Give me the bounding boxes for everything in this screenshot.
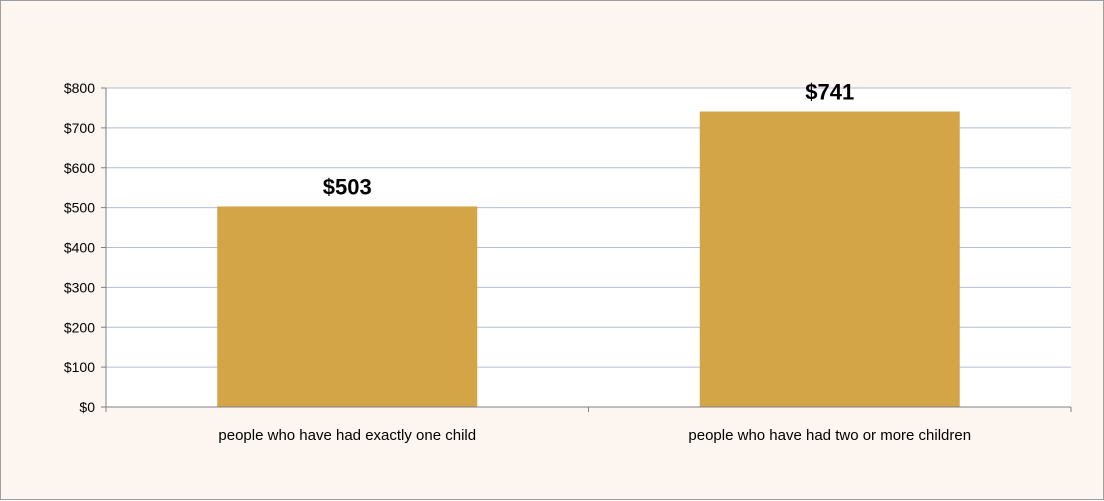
y-tick-label: $400: [64, 240, 95, 256]
bar: [217, 206, 478, 407]
x-category-label: people who have had exactly one child: [218, 427, 476, 444]
y-tick-label: $300: [64, 279, 95, 295]
bar: [699, 111, 960, 408]
y-tick-label: $200: [64, 319, 95, 335]
y-tick-label: $800: [64, 80, 95, 96]
y-tick-label: $100: [64, 359, 95, 375]
plot-area: $0 $100 $200 $300 $400 $500 $600 $700 $800 $503 pe…: [64, 80, 1072, 444]
y-tick-label: $0: [79, 399, 95, 415]
data-label: $503: [323, 174, 372, 199]
y-tick-label: $500: [64, 200, 95, 216]
x-category-label: people who have had two or more children: [688, 427, 971, 444]
y-tick-label: $700: [64, 120, 95, 136]
y-tick-label: $600: [64, 160, 95, 176]
data-label: $741: [805, 80, 854, 105]
